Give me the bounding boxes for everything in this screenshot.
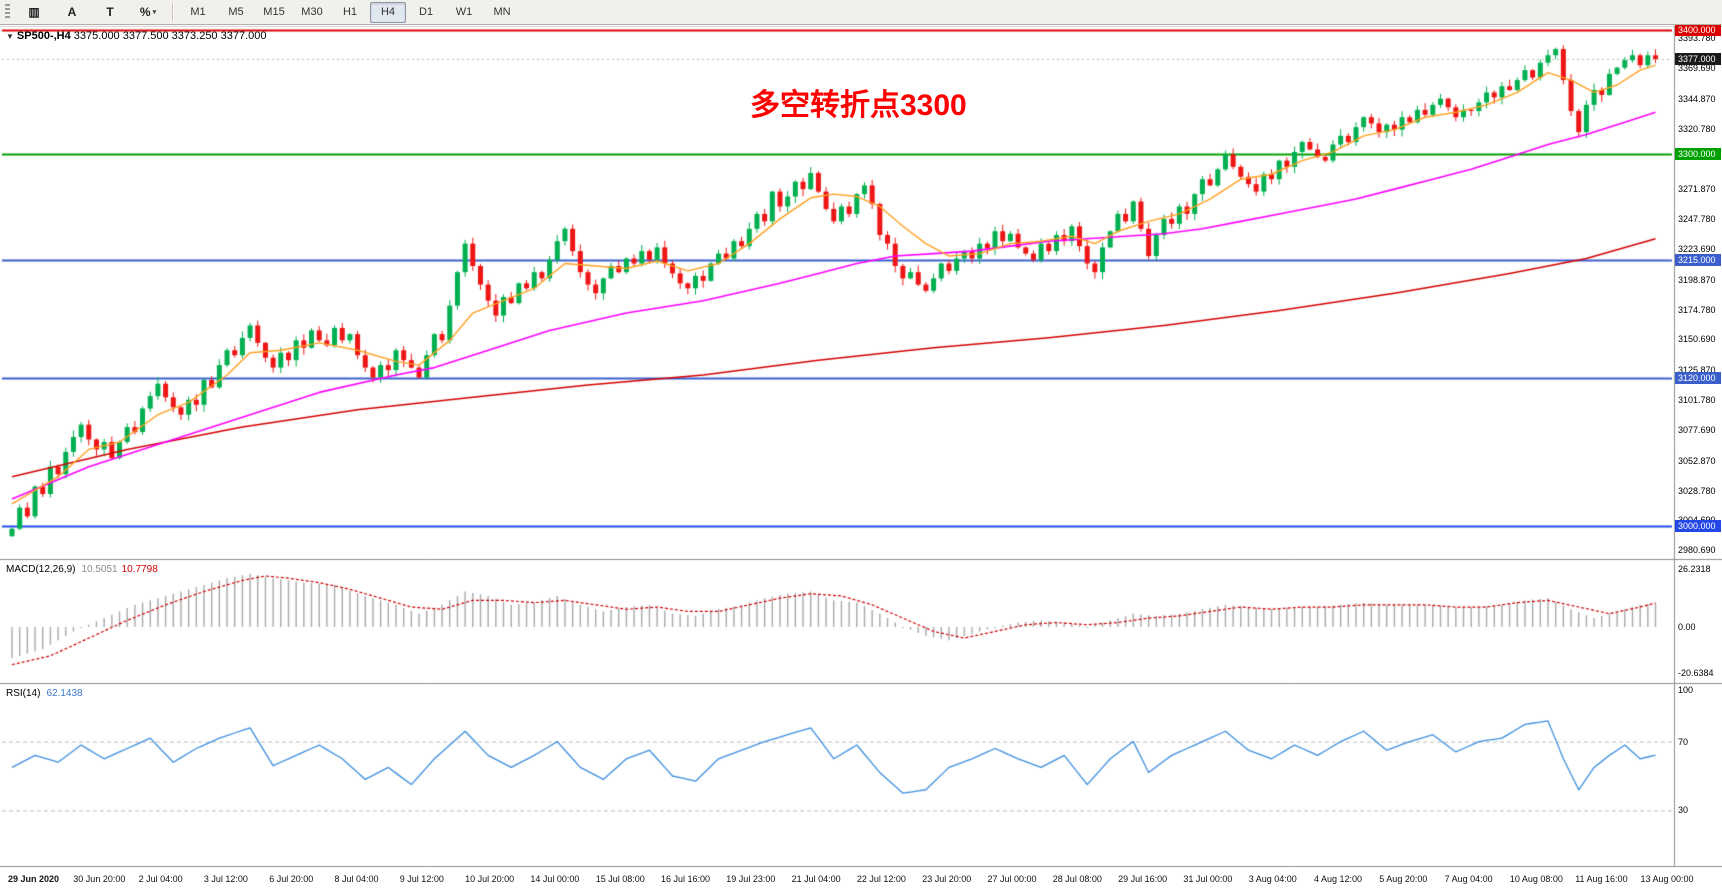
time-axis-label: 6 Jul 20:00 (269, 874, 314, 884)
price-tick-label: 3077.690 (1678, 424, 1716, 435)
price-tick-label: 3125.870 (1678, 365, 1716, 376)
text-a-icon[interactable]: A (67, 5, 77, 19)
timeframe-button-m15[interactable]: M15 (263, 6, 285, 18)
price-axis[interactable]: 3393.780 3369.690 3344.870 3320.780 3271.870… (1675, 24, 1722, 867)
macd-tick-label: 0.00 (1678, 621, 1696, 632)
price-tick-label: 3052.870 (1678, 455, 1716, 466)
time-axis-label: 10 Aug 08:00 (1509, 874, 1563, 884)
time-axis-label: 13 Aug 00:00 (1640, 874, 1694, 884)
time-axis-label: 21 Jul 04:00 (791, 874, 841, 884)
time-axis-label: 10 Jul 20:00 (465, 874, 515, 884)
price-tick-label: 3101.780 (1678, 395, 1716, 406)
price-level-badge: 3215.000 (1675, 253, 1721, 266)
time-axis[interactable]: 29 Jun 2020 30 Jun 20:00 2 Jul 04:00 3 Jul … (0, 868, 1694, 892)
time-axis-label: 14 Jul 00:00 (530, 874, 580, 884)
time-axis-label: 15 Jul 08:00 (595, 874, 645, 884)
time-axis-label: 8 Jul 04:00 (334, 874, 379, 884)
price-tick-label: 3271.870 (1678, 184, 1716, 195)
price-tick-label: 3369.690 (1678, 63, 1716, 74)
macd-tick-label: 26.2318 (1678, 563, 1711, 574)
time-axis-label: 7 Aug 04:00 (1444, 874, 1493, 884)
charts-bar-icon[interactable]: ▥ (28, 5, 40, 19)
chart-annotation-text: 多空转折点3300 (750, 89, 967, 122)
price-level-badge: 3400.000 (1675, 24, 1721, 37)
time-axis-label: 19 Jul 23:00 (726, 874, 776, 884)
time-axis-label: 29 Jun 2020 (8, 874, 60, 884)
toolbar-grip[interactable] (5, 4, 10, 20)
time-axis-label: 30 Jun 20:00 (73, 874, 126, 884)
rsi-indicator-label: RSI(14) 62.1438 (6, 688, 83, 699)
time-axis-label: 4 Aug 12:00 (1314, 874, 1363, 884)
rsi-name: RSI(14) (6, 688, 41, 699)
time-axis-label: 27 Jul 00:00 (987, 874, 1037, 884)
price-tick-label: 2980.690 (1678, 545, 1716, 556)
chart-context-arrow-icon[interactable]: ▼ (6, 32, 14, 41)
dropdown-caret-icon: ▾ (152, 9, 157, 16)
time-axis-label: 22 Jul 12:00 (856, 874, 906, 884)
current-price-badge: 3377.000 (1675, 52, 1721, 65)
price-tick-label: 3174.780 (1678, 304, 1716, 315)
price-tick-label: 3320.780 (1678, 123, 1716, 134)
timeframe-button-h1[interactable]: H1 (342, 6, 358, 18)
time-axis-label: 31 Jul 00:00 (1183, 874, 1233, 884)
price-tick-label: 3247.780 (1678, 214, 1716, 225)
price-tick-label: 3344.870 (1678, 93, 1716, 104)
rsi-tick-label: 70 (1678, 736, 1689, 747)
template-dropdown-icon[interactable]: % ▾ (139, 5, 157, 19)
timeframe-button-h4[interactable]: H4 (370, 1, 406, 23)
text-frame-icon[interactable]: T (106, 5, 114, 19)
timeframe-button-d1[interactable]: D1 (418, 6, 434, 18)
time-axis-label: 16 Jul 16:00 (661, 874, 711, 884)
price-level-badge: 3000.000 (1675, 520, 1721, 533)
time-axis-label: 23 Jul 20:00 (922, 874, 972, 884)
macd-main-value: 10.5051 (81, 564, 118, 575)
price-tick-label: 3150.690 (1678, 334, 1716, 345)
chart-title: ▼ SP500-,H4 3375.000 3377.500 3373.250 33… (6, 30, 267, 42)
macd-signal-value: 10.7798 (121, 564, 158, 575)
timeframe-button-m30[interactable]: M30 (301, 6, 323, 18)
timeframe-button-mn[interactable]: MN (493, 6, 511, 18)
chart-symbol-timeframe: SP500-,H4 (16, 30, 71, 42)
rsi-value: 62.1438 (46, 688, 83, 699)
time-axis-label: 3 Aug 04:00 (1248, 874, 1297, 884)
price-tick-label: 3393.780 (1678, 33, 1716, 44)
toolbar-separator (172, 3, 174, 21)
macd-name: MACD(12,26,9) (6, 564, 76, 575)
toolbar: ▥ A T % ▾ M1 M5 M15 M30 H1 H4 D1 W1 MN (0, 0, 1722, 25)
timeframe-button-group: M1 M5 M15 M30 H1 H4 D1 W1 MN (179, 1, 521, 23)
time-axis-label: 28 Jul 08:00 (1052, 874, 1102, 884)
macd-tick-label: -20.6384 (1678, 667, 1714, 678)
price-tick-label: 3028.780 (1678, 485, 1716, 496)
rsi-tick-label: 30 (1678, 805, 1689, 816)
time-axis-label: 2 Jul 04:00 (138, 874, 183, 884)
rsi-tick-label: 100 (1678, 685, 1694, 695)
time-axis-label: 11 Aug 16:00 (1575, 874, 1628, 884)
price-level-badge: 3300.000 (1675, 148, 1721, 161)
time-axis-label: 5 Aug 20:00 (1379, 874, 1428, 884)
price-tick-label: 3198.870 (1678, 274, 1716, 285)
time-axis-label: 9 Jul 12:00 (399, 874, 444, 884)
price-tick-label: 3223.690 (1678, 244, 1716, 254)
time-axis-label: 3 Jul 12:00 (203, 874, 248, 884)
toolbar-icon-group: ▥ A T % ▾ (15, 2, 167, 23)
chart-ohlc-values: 3375.000 3377.500 3373.250 3377.000 (73, 30, 267, 42)
timeframe-button-w1[interactable]: W1 (455, 6, 473, 18)
time-axis-label: 29 Jul 16:00 (1118, 874, 1168, 884)
macd-indicator-label: MACD(12,26,9) 10.5051 10.7798 (6, 564, 158, 575)
price-level-badge: 3120.000 (1675, 371, 1721, 384)
timeframe-button-m1[interactable]: M1 (190, 6, 206, 18)
timeframe-button-m5[interactable]: M5 (228, 6, 244, 18)
